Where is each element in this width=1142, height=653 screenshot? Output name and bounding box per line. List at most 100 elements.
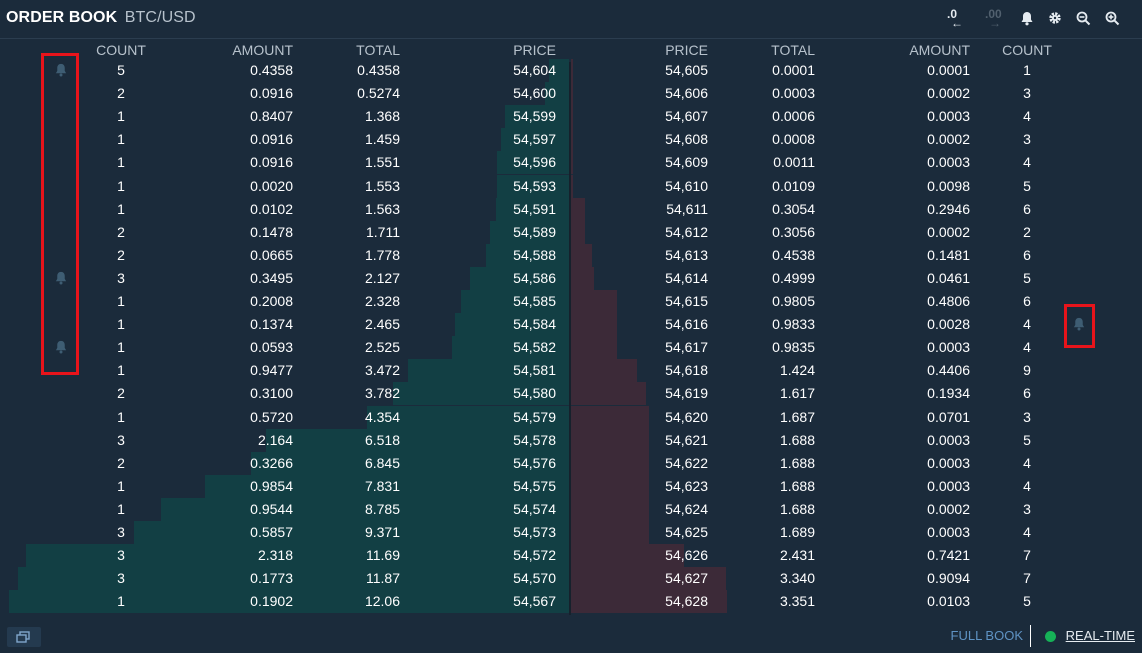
bid-total: 12.06	[364, 593, 400, 610]
ask-amount: 0.9094	[927, 570, 970, 587]
bid-depth-bar	[501, 128, 569, 152]
ask-depth-bar	[571, 243, 593, 267]
ask-total: 1.688	[779, 500, 815, 517]
bid-price: 54,593	[513, 177, 556, 194]
bid-amount: 0.5857	[250, 524, 293, 540]
full-book-link[interactable]: FULL BOOK	[950, 628, 1023, 643]
ask-amount: 0.0461	[927, 269, 970, 286]
bid-total: 9.371	[364, 524, 400, 540]
bid-price: 54,580	[513, 385, 556, 402]
increase-precision-button[interactable]: .00 →	[982, 6, 1006, 30]
order-row[interactable]: 5 0.4358 0.4358 54,604 54,605 0.0001 0.0001 1	[0, 59, 1142, 82]
order-row[interactable]: 1 0.9854 7.831 54,575 54,623 1.688 0.0003 4	[0, 475, 1142, 498]
ask-amount: 0.0003	[927, 339, 970, 356]
bid-total: 8.785	[364, 500, 400, 517]
bid-count: 1	[117, 177, 125, 194]
ask-price: 54,619	[665, 385, 708, 402]
ask-amount: 0.0701	[927, 408, 970, 425]
pair-label: BTC/USD	[124, 9, 196, 26]
order-row[interactable]: 1 0.5720 4.354 54,579 54,620 1.687 0.0701 3	[0, 406, 1142, 429]
decrease-precision-button[interactable]: .0 ←	[944, 6, 968, 30]
ask-price: 54,607	[665, 108, 708, 125]
bid-total: 0.5274	[357, 85, 400, 102]
real-time-link[interactable]: REAL-TIME	[1065, 628, 1135, 643]
order-row[interactable]: 2 0.3266 6.845 54,576 54,622 1.688 0.0003 4	[0, 452, 1142, 475]
bid-price: 54,588	[513, 246, 556, 263]
order-row[interactable]: 3 0.5857 9.371 54,573 54,625 1.689 0.0003 4	[0, 521, 1142, 544]
order-row[interactable]: 1 0.0020 1.553 54,593 54,610 0.0109 0.0098 5	[0, 175, 1142, 198]
bid-depth-bar	[393, 382, 569, 406]
order-row[interactable]: 1 0.9544 8.785 54,574 54,624 1.688 0.0002 3	[0, 498, 1142, 521]
ask-total: 1.689	[779, 524, 815, 540]
bid-depth-bar	[496, 197, 569, 221]
ask-amount: 0.0028	[927, 316, 970, 333]
bids-price-header: PRICE	[513, 42, 556, 58]
asks-price-header: PRICE	[665, 42, 708, 58]
ask-price: 54,605	[665, 62, 708, 78]
order-row[interactable]: 1 0.0916 1.551 54,596 54,609 0.0011 0.0003 4	[0, 151, 1142, 174]
bid-amount: 0.1478	[250, 223, 293, 240]
price-alert-bell-icon[interactable]	[54, 271, 68, 285]
ask-price: 54,624	[665, 500, 708, 517]
bid-price: 54,575	[513, 477, 556, 494]
ask-amount: 0.0003	[927, 477, 970, 494]
ask-amount: 0.1481	[927, 246, 970, 263]
toolbar: .0 ← .00 →	[944, 6, 1120, 30]
order-row[interactable]: 1 0.0916 1.459 54,597 54,608 0.0008 0.0002 3	[0, 128, 1142, 151]
bid-total: 11.87	[366, 570, 400, 587]
ask-price: 54,614	[665, 269, 708, 286]
order-row[interactable]: 2 0.0665 1.778 54,588 54,613 0.4538 0.1481 6	[0, 244, 1142, 267]
ask-total: 1.687	[779, 408, 815, 425]
bid-count: 1	[117, 408, 125, 425]
bid-count: 1	[117, 362, 125, 379]
order-row[interactable]: 1 0.1902 12.06 54,567 54,628 3.351 0.0103 5	[0, 590, 1142, 613]
bid-total: 1.551	[364, 154, 400, 171]
ask-amount: 0.0003	[927, 154, 970, 171]
bid-amount: 0.0916	[250, 131, 293, 148]
bell-icon[interactable]	[1020, 7, 1034, 29]
bid-price: 54,581	[513, 362, 556, 379]
bid-amount: 0.0102	[250, 200, 293, 217]
ask-count: 6	[1023, 246, 1031, 263]
bid-depth-bar	[133, 521, 569, 544]
order-row[interactable]: 1 0.0102 1.563 54,591 54,611 0.3054 0.2946 6	[0, 198, 1142, 221]
order-row[interactable]: 3 2.164 6.518 54,578 54,621 1.688 0.0003 5	[0, 429, 1142, 452]
ask-depth-bar	[571, 313, 617, 337]
order-row[interactable]: 1 0.2008 2.328 54,585 54,615 0.9805 0.4806 6	[0, 290, 1142, 313]
order-row[interactable]: 1 0.1374 2.465 54,584 54,616 0.9833 0.0028 4	[0, 313, 1142, 336]
bid-count: 2	[117, 85, 125, 102]
price-alert-bell-icon[interactable]	[54, 63, 68, 77]
order-row[interactable]: 2 0.3100 3.782 54,580 54,619 1.617 0.1934 6	[0, 382, 1142, 405]
ask-depth-bar	[571, 266, 595, 290]
ask-amount: 0.0002	[927, 223, 970, 240]
bid-price: 54,572	[513, 547, 556, 564]
layout-toggle-button[interactable]	[7, 627, 41, 647]
zoom-in-icon[interactable]	[1105, 7, 1120, 29]
bid-price: 54,582	[513, 339, 556, 356]
price-alert-bell-icon[interactable]	[1072, 317, 1086, 331]
zoom-out-icon[interactable]	[1076, 7, 1091, 29]
ask-depth-bar	[571, 128, 573, 152]
ask-amount: 0.0002	[927, 131, 970, 148]
ask-total: 0.0008	[772, 131, 815, 148]
bid-count: 1	[117, 131, 125, 148]
order-row[interactable]: 3 0.1773 11.87 54,570 54,627 3.340 0.9094 7	[0, 567, 1142, 590]
ask-depth-bar	[571, 474, 650, 498]
gear-icon[interactable]	[1048, 7, 1062, 29]
order-row[interactable]: 2 0.1478 1.711 54,589 54,612 0.3056 0.0002 2	[0, 221, 1142, 244]
order-row[interactable]: 3 0.3495 2.127 54,586 54,614 0.4999 0.0461 5	[0, 267, 1142, 290]
order-row[interactable]: 1 0.8407 1.368 54,599 54,607 0.0006 0.0003 4	[0, 105, 1142, 128]
bid-count: 3	[117, 547, 125, 564]
order-row[interactable]: 3 2.318 11.69 54,572 54,626 2.431 0.7421 7	[0, 544, 1142, 567]
ask-count: 3	[1023, 85, 1031, 102]
bid-depth-bar	[407, 359, 569, 383]
order-row[interactable]: 1 0.9477 3.472 54,581 54,618 1.424 0.4406 9	[0, 359, 1142, 382]
order-row[interactable]: 1 0.0593 2.525 54,582 54,617 0.9835 0.0003 4	[0, 336, 1142, 359]
ask-price: 54,627	[665, 570, 708, 587]
price-alert-bell-icon[interactable]	[54, 340, 68, 354]
bid-depth-bar	[496, 151, 569, 175]
bid-total: 6.518	[364, 431, 400, 448]
bid-total: 4.354	[364, 408, 400, 425]
order-row[interactable]: 2 0.0916 0.5274 54,600 54,606 0.0003 0.0002 3	[0, 82, 1142, 105]
bid-total: 2.465	[364, 316, 400, 333]
